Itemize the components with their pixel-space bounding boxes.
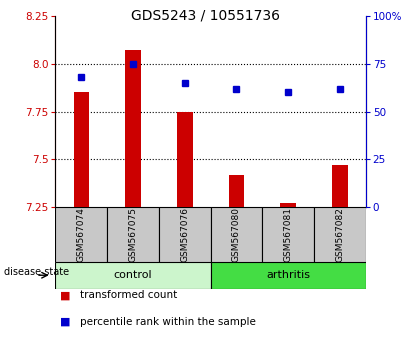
Text: control: control [114,270,152,280]
Bar [55,207,107,262]
Text: GSM567074: GSM567074 [77,207,86,262]
Text: GSM567081: GSM567081 [284,207,293,262]
Bar [314,207,366,262]
Bar [332,165,348,207]
Bar [177,112,192,207]
Text: GSM567076: GSM567076 [180,207,189,262]
Text: percentile rank within the sample: percentile rank within the sample [80,317,256,327]
Bar [125,50,141,207]
Text: ■: ■ [60,290,70,300]
Bar [262,207,314,262]
Text: GSM567082: GSM567082 [335,207,344,262]
Bar [107,207,159,262]
Text: GSM567075: GSM567075 [129,207,138,262]
Bar [159,207,210,262]
Bar [55,262,211,289]
Text: transformed count: transformed count [80,290,178,300]
Text: arthritis: arthritis [266,270,310,280]
Bar [74,92,89,207]
Text: GSM567080: GSM567080 [232,207,241,262]
Bar [211,207,262,262]
Bar [211,262,366,289]
Text: ■: ■ [60,317,70,327]
Bar [280,203,296,207]
Text: disease state: disease state [4,267,69,277]
Text: GDS5243 / 10551736: GDS5243 / 10551736 [131,9,280,23]
Bar [229,175,244,207]
